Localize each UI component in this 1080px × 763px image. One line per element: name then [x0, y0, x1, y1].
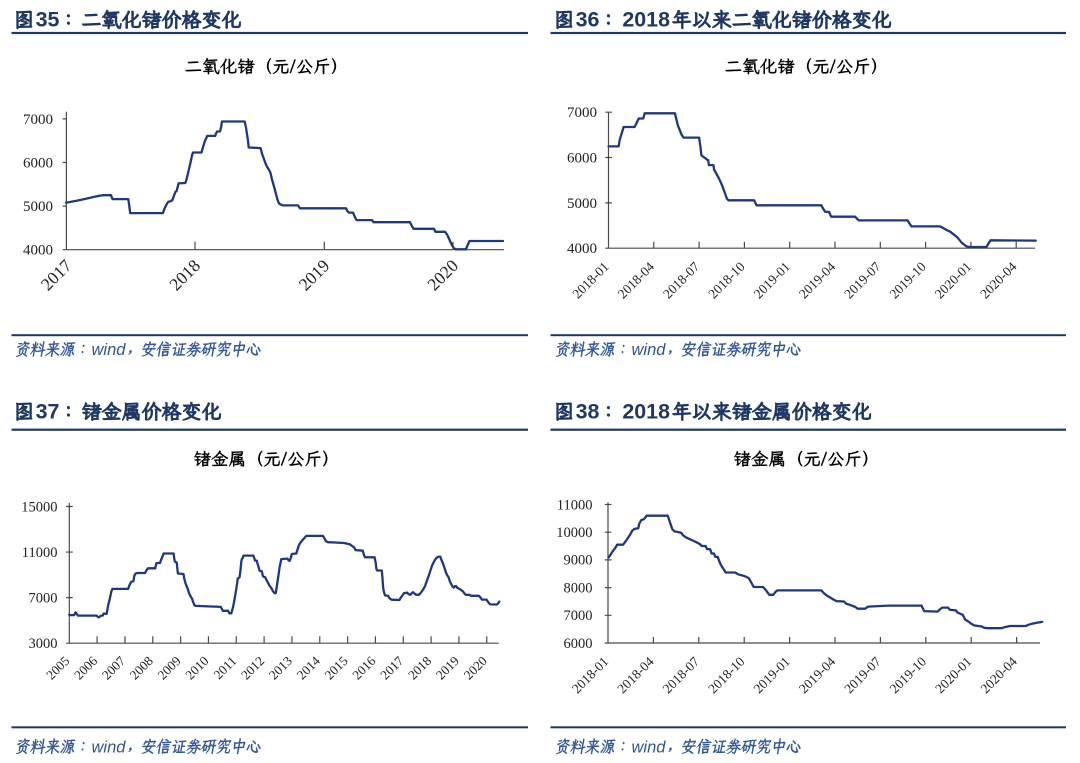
svg-text:2018: 2018: [622, 400, 670, 424]
svg-text:wind: wind: [632, 341, 667, 359]
svg-text:4000: 4000: [23, 243, 53, 259]
svg-text:10000: 10000: [556, 525, 592, 541]
svg-text:6000: 6000: [564, 636, 593, 652]
svg-text:wind: wind: [92, 738, 127, 756]
svg-text:35: 35: [36, 8, 60, 32]
svg-text:3000: 3000: [29, 636, 58, 652]
svg-text:wind: wind: [92, 341, 127, 359]
svg-text:5000: 5000: [567, 196, 597, 212]
svg-text:4000: 4000: [567, 241, 597, 257]
svg-text:15000: 15000: [21, 499, 57, 515]
svg-text:9000: 9000: [564, 553, 593, 569]
svg-text:5000: 5000: [23, 199, 53, 215]
svg-text:6000: 6000: [567, 150, 597, 166]
svg-text:7000: 7000: [29, 590, 58, 606]
svg-text:7000: 7000: [567, 105, 597, 121]
svg-text:wind: wind: [632, 738, 667, 756]
svg-text:11000: 11000: [557, 497, 593, 513]
svg-text:38: 38: [576, 400, 600, 424]
svg-text:6000: 6000: [23, 155, 53, 171]
svg-text:2018: 2018: [622, 8, 670, 32]
svg-text:11000: 11000: [22, 545, 58, 561]
svg-text:37: 37: [36, 400, 60, 424]
svg-text:7000: 7000: [564, 608, 593, 624]
svg-text:36: 36: [576, 8, 600, 32]
svg-text:8000: 8000: [564, 580, 593, 596]
svg-text:7000: 7000: [23, 112, 53, 128]
